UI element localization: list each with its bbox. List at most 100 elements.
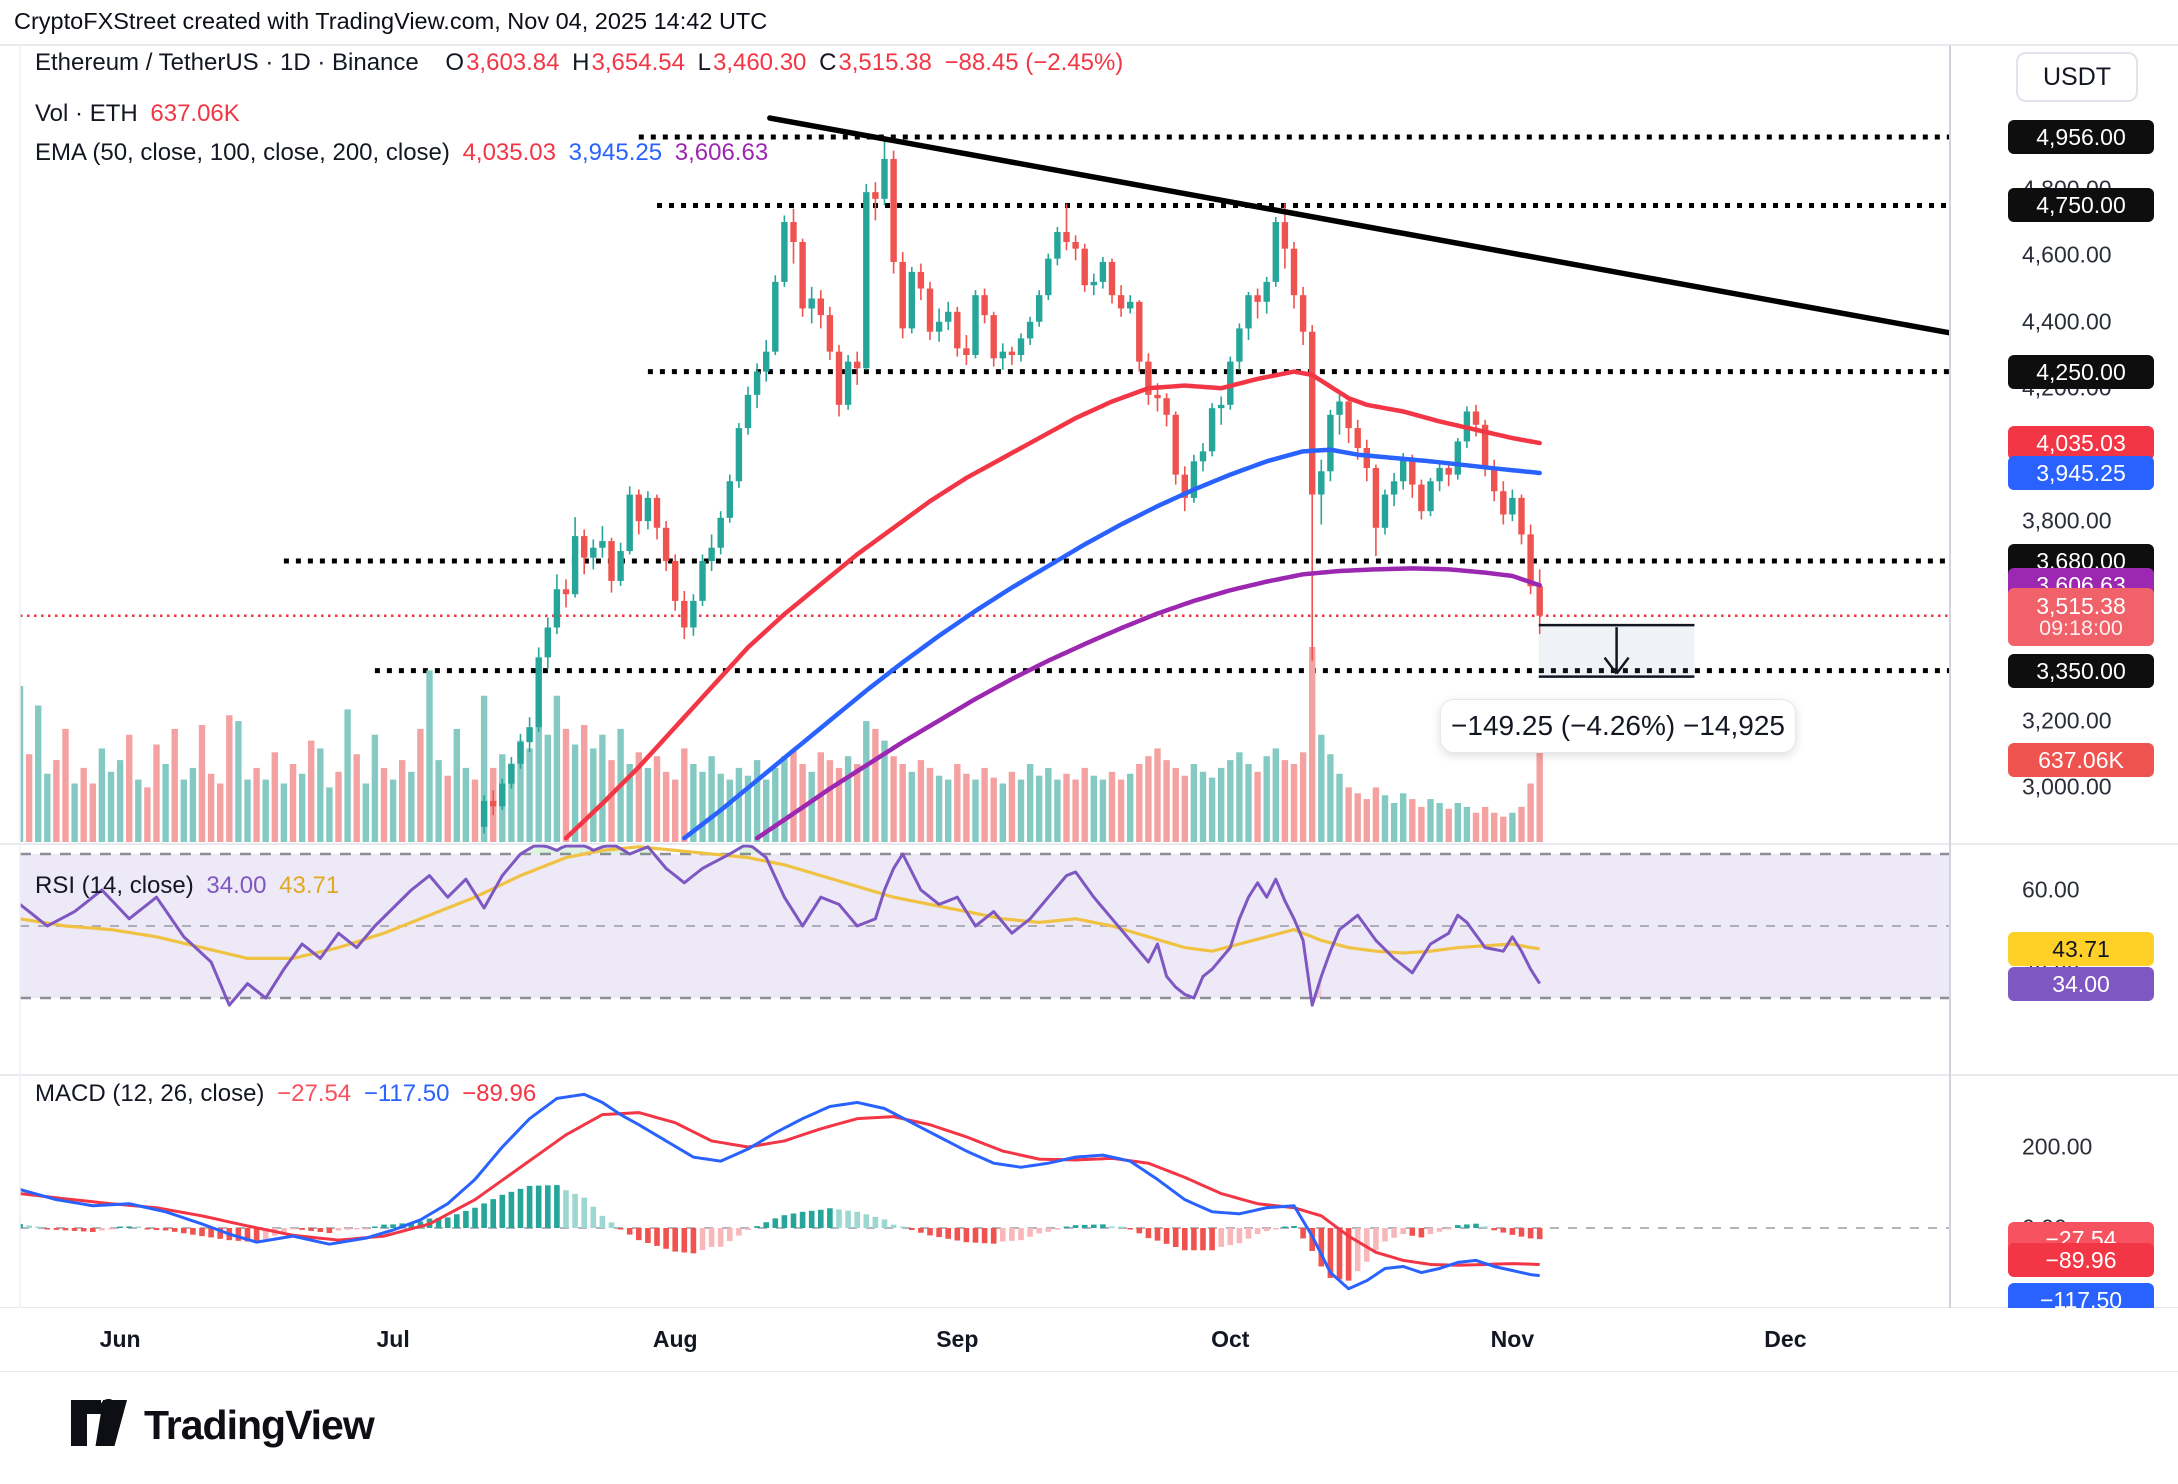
volume-bar bbox=[1227, 760, 1234, 842]
macd-histogram-bar bbox=[444, 1217, 451, 1228]
volume-bar bbox=[380, 767, 388, 842]
rsi-legend-row[interactable]: RSI (14, close) 34.00 43.71 bbox=[35, 872, 345, 900]
macd-histogram-bar bbox=[508, 1191, 515, 1228]
candle-body bbox=[1363, 448, 1370, 468]
volume-bar bbox=[399, 760, 406, 842]
axis-price-badge: 4,035.03 bbox=[2008, 426, 2154, 461]
macd-histogram-bar bbox=[1172, 1228, 1179, 1248]
macd-histogram-bar bbox=[899, 1226, 906, 1228]
axis-price-badge: 3,350.00 bbox=[2008, 653, 2154, 688]
low-value: 3,460.30 bbox=[712, 49, 807, 76]
macd-legend-row[interactable]: MACD (12, 26, close) −27.54 −117.50 −89.… bbox=[35, 1080, 542, 1108]
volume-bar bbox=[990, 777, 997, 842]
macd-histogram-bar bbox=[135, 1226, 142, 1228]
candle-body bbox=[1254, 295, 1261, 302]
macd-histogram-bar bbox=[253, 1228, 260, 1243]
macd-histogram-bar bbox=[836, 1209, 842, 1228]
macd-histogram-bar bbox=[326, 1228, 333, 1234]
volume-bar bbox=[1463, 806, 1471, 842]
volume-bar bbox=[308, 740, 315, 842]
volume-bar bbox=[1063, 773, 1070, 842]
candle-body bbox=[917, 271, 925, 289]
macd-histogram-bar bbox=[909, 1228, 915, 1231]
axis-label: 3,800.00 bbox=[2022, 507, 2112, 534]
volume-bar bbox=[1336, 773, 1343, 842]
volume-bar bbox=[1199, 771, 1207, 842]
volume-bar bbox=[408, 771, 415, 842]
tradingview-attribution[interactable]: TradingView bbox=[70, 1398, 375, 1452]
symbol-legend-row[interactable]: Ethereum / TetherUS · 1D · Binance O3,60… bbox=[35, 49, 1129, 77]
volume-bar bbox=[362, 783, 369, 842]
volume-bar bbox=[699, 771, 706, 842]
macd-histogram-bar bbox=[1436, 1228, 1443, 1232]
volume-bar bbox=[20, 686, 24, 842]
macd-histogram-bar bbox=[53, 1228, 60, 1230]
volume-bar bbox=[1536, 721, 1543, 842]
volume-bar bbox=[644, 767, 652, 842]
volume-bar bbox=[1354, 793, 1361, 842]
macd-histogram-bar bbox=[80, 1228, 87, 1232]
macd-histogram-bar bbox=[1391, 1228, 1397, 1238]
macd-histogram-bar bbox=[1100, 1224, 1106, 1228]
month-label-sep: Sep bbox=[936, 1326, 979, 1352]
volume-bar bbox=[1454, 803, 1461, 842]
macd-signal-value: −89.96 bbox=[462, 1080, 537, 1107]
candle-body bbox=[1418, 484, 1425, 512]
candle-body bbox=[1090, 281, 1097, 286]
volume-bar bbox=[653, 756, 661, 842]
macd-histogram-bar bbox=[1136, 1228, 1143, 1234]
ema-legend-row[interactable]: EMA (50, close, 100, close, 200, close) … bbox=[35, 139, 774, 167]
macd-histogram-bar bbox=[1445, 1228, 1452, 1230]
volume-legend-row[interactable]: Vol · ETH 637.06K bbox=[35, 100, 246, 128]
macd-histogram-bar bbox=[1145, 1228, 1152, 1239]
candle-body bbox=[1354, 428, 1361, 449]
volume-bar bbox=[590, 748, 597, 842]
volume-bar bbox=[863, 721, 870, 842]
volume-bar bbox=[1518, 806, 1525, 842]
price-pane[interactable] bbox=[17, 115, 1968, 842]
macd-histogram-bar bbox=[845, 1210, 851, 1228]
volume-bar bbox=[1318, 734, 1325, 842]
macd-label: MACD (12, 26, close) bbox=[35, 1080, 265, 1107]
macd-histogram-bar bbox=[317, 1228, 324, 1232]
descending-trendline[interactable] bbox=[767, 115, 1968, 336]
axis-price-badge: 4,956.00 bbox=[2008, 120, 2154, 154]
volume-bar bbox=[53, 760, 60, 842]
ema-line-ema100 bbox=[682, 447, 1542, 841]
macd-histogram-bar bbox=[1527, 1228, 1534, 1239]
volume-bar bbox=[1090, 775, 1097, 842]
candle-body bbox=[672, 561, 679, 601]
volume-bar bbox=[954, 764, 961, 842]
rsi-pane[interactable] bbox=[20, 844, 1950, 1007]
ema100-value: 3,945.25 bbox=[568, 139, 663, 166]
candle-body bbox=[808, 298, 815, 309]
volume-bar bbox=[1081, 767, 1088, 842]
macd-histogram-bar bbox=[1482, 1226, 1488, 1228]
volume-bar bbox=[854, 764, 861, 842]
macd-histogram-bar bbox=[181, 1228, 187, 1234]
volume-bar bbox=[1208, 777, 1216, 842]
volume-bar bbox=[708, 756, 715, 842]
volume-bar bbox=[1436, 803, 1443, 842]
macd-histogram-bar bbox=[1345, 1228, 1352, 1281]
volume-bar bbox=[207, 773, 215, 842]
macd-histogram-bar bbox=[1373, 1228, 1379, 1251]
candle-body bbox=[1536, 586, 1543, 616]
volume-bar bbox=[1054, 779, 1061, 842]
macd-histogram-bar bbox=[1227, 1228, 1234, 1246]
time-axis[interactable]: Jun Jul Aug Sep Oct Nov Dec bbox=[0, 1308, 2178, 1371]
volume-bar bbox=[835, 767, 843, 842]
volume-bar bbox=[1500, 816, 1507, 842]
volume-bar bbox=[244, 779, 251, 842]
currency-toggle-button[interactable]: USDT bbox=[2016, 52, 2138, 102]
volume-bar bbox=[1154, 748, 1161, 842]
candle-body bbox=[981, 295, 988, 316]
macd-pane[interactable] bbox=[17, 1092, 1950, 1291]
volume-bar bbox=[681, 748, 688, 842]
candle-body bbox=[963, 348, 970, 355]
macd-histogram-bar bbox=[126, 1226, 132, 1228]
volume-bar bbox=[744, 775, 752, 842]
volume-bar bbox=[235, 721, 242, 842]
month-label-jul: Jul bbox=[376, 1326, 410, 1352]
